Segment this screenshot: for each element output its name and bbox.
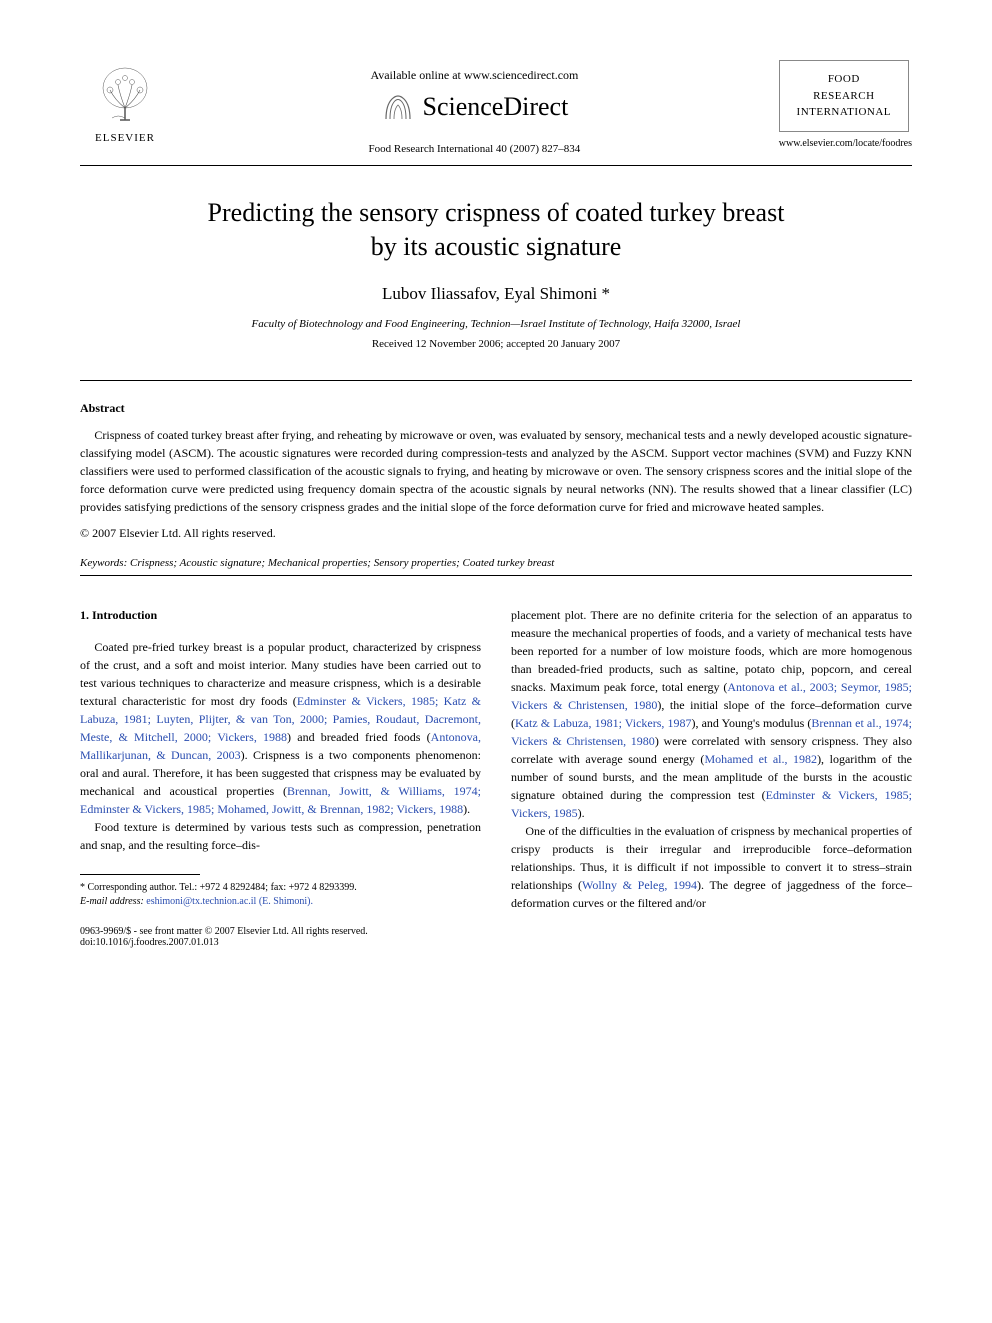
text-fragment: ), and Young's modulus (	[692, 716, 812, 730]
body-columns: 1. Introduction Coated pre-fried turkey …	[80, 606, 912, 912]
abstract-top-divider	[80, 380, 912, 381]
elsevier-tree-icon	[90, 60, 160, 130]
email-label: E-mail address:	[80, 896, 144, 907]
elsevier-logo-block: ELSEVIER	[80, 60, 170, 144]
footer-left-block: 0963-9969/$ - see front matter © 2007 El…	[80, 926, 368, 948]
footnote-tel-fax: * Corresponding author. Tel.: +972 4 829…	[80, 881, 481, 895]
elsevier-label: ELSEVIER	[95, 132, 155, 144]
journal-box-line1: FOOD	[788, 71, 900, 88]
footnote-separator	[80, 874, 200, 875]
sciencedirect-logo: ScienceDirect	[380, 89, 568, 125]
text-fragment: ).	[578, 806, 585, 820]
journal-box-wrap: FOOD RESEARCH INTERNATIONAL www.elsevier…	[779, 60, 912, 149]
citation-link[interactable]: Katz & Labuza, 1981; Vickers, 1987	[515, 716, 692, 730]
keywords-line: Keywords: Crispness; Acoustic signature;…	[80, 557, 912, 569]
center-header: Available online at www.sciencedirect.co…	[170, 60, 779, 155]
abstract-body: Crispness of coated turkey breast after …	[80, 426, 912, 516]
affiliation: Faculty of Biotechnology and Food Engine…	[80, 318, 912, 330]
header-row: ELSEVIER Available online at www.science…	[80, 60, 912, 155]
journal-box-line3: INTERNATIONAL	[788, 104, 900, 121]
intro-para-1-cont: placement plot. There are no definite cr…	[511, 606, 912, 822]
right-column: placement plot. There are no definite cr…	[511, 606, 912, 912]
abstract-heading: Abstract	[80, 401, 912, 416]
citation-link[interactable]: Mohamed et al., 1982	[704, 752, 817, 766]
sciencedirect-text: ScienceDirect	[422, 92, 568, 122]
journal-reference: Food Research International 40 (2007) 82…	[369, 143, 581, 155]
introduction-heading: 1. Introduction	[80, 606, 481, 624]
footer-front-matter: 0963-9969/$ - see front matter © 2007 El…	[80, 926, 368, 937]
authors: Lubov Iliassafov, Eyal Shimoni *	[80, 284, 912, 304]
journal-title-box: FOOD RESEARCH INTERNATIONAL	[779, 60, 909, 132]
left-column: 1. Introduction Coated pre-fried turkey …	[80, 606, 481, 912]
intro-para-1: Coated pre-fried turkey breast is a popu…	[80, 638, 481, 818]
footer-row: 0963-9969/$ - see front matter © 2007 El…	[80, 926, 912, 948]
title-line1: Predicting the sensory crispness of coat…	[208, 198, 785, 227]
text-fragment: ) and breaded fried foods (	[287, 730, 431, 744]
abstract-bottom-divider	[80, 575, 912, 576]
dates: Received 12 November 2006; accepted 20 J…	[80, 338, 912, 350]
email-link[interactable]: eshimoni@tx.technion.ac.il (E. Shimoni).	[144, 896, 313, 907]
journal-box-line2: RESEARCH	[788, 88, 900, 105]
journal-url: www.elsevier.com/locate/foodres	[779, 138, 912, 149]
article-title: Predicting the sensory crispness of coat…	[80, 196, 912, 264]
keywords-text: Crispness; Acoustic signature; Mechanica…	[127, 557, 554, 569]
keywords-label: Keywords:	[80, 557, 127, 569]
title-line2: by its acoustic signature	[371, 232, 622, 261]
sciencedirect-icon	[380, 89, 416, 125]
header-divider	[80, 165, 912, 166]
footnote-email-line: E-mail address: eshimoni@tx.technion.ac.…	[80, 895, 481, 909]
available-online-text: Available online at www.sciencedirect.co…	[370, 68, 578, 83]
citation-link[interactable]: Wollny & Peleg, 1994	[582, 878, 697, 892]
copyright: © 2007 Elsevier Ltd. All rights reserved…	[80, 526, 912, 541]
intro-para-3: One of the difficulties in the evaluatio…	[511, 822, 912, 912]
intro-para-2: Food texture is determined by various te…	[80, 818, 481, 854]
corresponding-author-footnote: * Corresponding author. Tel.: +972 4 829…	[80, 881, 481, 909]
footer-doi: doi:10.1016/j.foodres.2007.01.013	[80, 937, 368, 948]
text-fragment: ).	[463, 802, 470, 816]
